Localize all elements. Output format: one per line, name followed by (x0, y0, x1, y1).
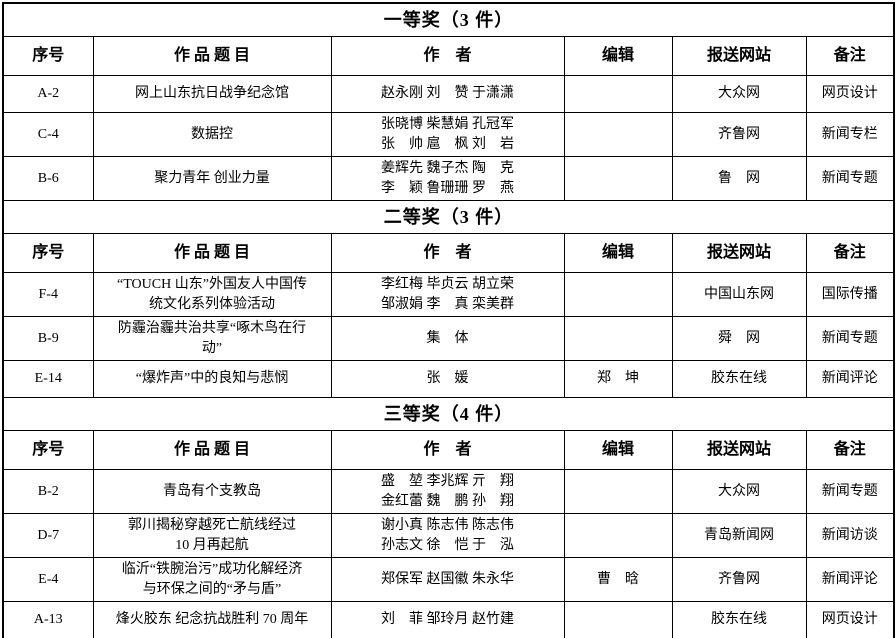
section-2-banner-row: 二等奖（3 件） (2, 200, 895, 234)
cell-site: 胶东在线 (671, 601, 807, 638)
col-header-editor: 编辑 (563, 36, 673, 76)
cell-title: 聚力青年 创业力量 (92, 156, 332, 201)
cell-id: B-2 (2, 469, 94, 514)
cell-title: 数据控 (92, 112, 332, 157)
col-header-note: 备注 (805, 233, 895, 273)
section-3-header-row: 序号 作 品 题 目 作 者 编辑 报送网站 备注 (2, 430, 895, 470)
cell-note: 国际传播 (805, 272, 895, 317)
table-row: A-13 烽火胶东 纪念抗战胜利 70 周年 刘 菲 邹玲月 赵竹建 胶东在线 … (2, 601, 895, 638)
cell-title: 防霾治霾共治共享“啄木鸟在行 动” (92, 316, 332, 361)
table-row: B-2 青岛有个支教岛 盛 堃 李兆辉 亓 翔 金红蕾 魏 鹏 孙 翔 大众网 … (2, 469, 895, 514)
cell-title: “TOUCH 山东”外国友人中国传 统文化系列体验活动 (92, 272, 332, 317)
cell-editor (563, 316, 673, 361)
section-1-header-row: 序号 作 品 题 目 作 者 编辑 报送网站 备注 (2, 36, 895, 76)
cell-id: E-14 (2, 360, 94, 398)
table-row: F-4 “TOUCH 山东”外国友人中国传 统文化系列体验活动 李红梅 毕贞云 … (2, 272, 895, 317)
col-header-id: 序号 (2, 430, 94, 470)
cell-site: 青岛新闻网 (671, 513, 807, 558)
col-header-note: 备注 (805, 36, 895, 76)
cell-title: 烽火胶东 纪念抗战胜利 70 周年 (92, 601, 332, 638)
section-3-banner-row: 三等奖（4 件） (2, 397, 895, 431)
cell-site: 齐鲁网 (671, 112, 807, 157)
cell-id: E-4 (2, 557, 94, 602)
col-header-authors: 作 者 (330, 36, 565, 76)
cell-authors: 赵永刚 刘 赞 于潇潇 (330, 75, 565, 113)
cell-editor (563, 156, 673, 201)
cell-note: 新闻专题 (805, 316, 895, 361)
section-2-header-row: 序号 作 品 题 目 作 者 编辑 报送网站 备注 (2, 233, 895, 273)
cell-note: 新闻专题 (805, 156, 895, 201)
cell-editor (563, 272, 673, 317)
table-row: D-7 郭川揭秘穿越死亡航线经过 10 月再起航 谢小真 陈志伟 陈志伟 孙志文… (2, 513, 895, 558)
cell-title: 临沂“铁腕治污”成功化解经济 与环保之间的“矛与盾” (92, 557, 332, 602)
col-header-title: 作 品 题 目 (92, 36, 332, 76)
cell-title: 网上山东抗日战争纪念馆 (92, 75, 332, 113)
cell-editor (563, 469, 673, 514)
cell-editor (563, 112, 673, 157)
cell-authors: 姜辉先 魏子杰 陶 克 李 颖 鲁珊珊 罗 燕 (330, 156, 565, 201)
col-header-title: 作 品 题 目 (92, 233, 332, 273)
cell-editor (563, 513, 673, 558)
cell-site: 大众网 (671, 469, 807, 514)
col-header-site: 报送网站 (671, 233, 807, 273)
col-header-id: 序号 (2, 36, 94, 76)
cell-authors: 盛 堃 李兆辉 亓 翔 金红蕾 魏 鹏 孙 翔 (330, 469, 565, 514)
section-1-banner-row: 一等奖（3 件） (2, 2, 895, 37)
cell-note: 新闻专题 (805, 469, 895, 514)
col-header-authors: 作 者 (330, 233, 565, 273)
cell-authors: 张 媛 (330, 360, 565, 398)
cell-note: 新闻专栏 (805, 112, 895, 157)
col-header-id: 序号 (2, 233, 94, 273)
cell-note: 网页设计 (805, 75, 895, 113)
cell-title: 青岛有个支教岛 (92, 469, 332, 514)
cell-site: 中国山东网 (671, 272, 807, 317)
col-header-editor: 编辑 (563, 430, 673, 470)
cell-id: D-7 (2, 513, 94, 558)
cell-editor: 郑 坤 (563, 360, 673, 398)
cell-authors: 集 体 (330, 316, 565, 361)
cell-authors: 郑保军 赵国徽 朱永华 (330, 557, 565, 602)
table-row: A-2 网上山东抗日战争纪念馆 赵永刚 刘 赞 于潇潇 大众网 网页设计 (2, 75, 895, 113)
cell-title: 郭川揭秘穿越死亡航线经过 10 月再起航 (92, 513, 332, 558)
cell-authors: 李红梅 毕贞云 胡立荣 邹淑娟 李 真 栾美群 (330, 272, 565, 317)
cell-id: B-6 (2, 156, 94, 201)
cell-id: C-4 (2, 112, 94, 157)
col-header-authors: 作 者 (330, 430, 565, 470)
table-row: E-14 “爆炸声”中的良知与悲悯 张 媛 郑 坤 胶东在线 新闻评论 (2, 360, 895, 398)
col-header-title: 作 品 题 目 (92, 430, 332, 470)
cell-note: 网页设计 (805, 601, 895, 638)
cell-id: F-4 (2, 272, 94, 317)
cell-site: 舜 网 (671, 316, 807, 361)
cell-site: 鲁 网 (671, 156, 807, 201)
col-header-note: 备注 (805, 430, 895, 470)
cell-editor: 曹 晗 (563, 557, 673, 602)
col-header-site: 报送网站 (671, 430, 807, 470)
cell-authors: 谢小真 陈志伟 陈志伟 孙志文 徐 恺 于 泓 (330, 513, 565, 558)
cell-site: 大众网 (671, 75, 807, 113)
cell-authors: 张晓博 柴慧娟 孔冠军 张 帅 扈 枫 刘 岩 (330, 112, 565, 157)
cell-title: “爆炸声”中的良知与悲悯 (92, 360, 332, 398)
cell-note: 新闻访谈 (805, 513, 895, 558)
cell-editor (563, 75, 673, 113)
cell-id: B-9 (2, 316, 94, 361)
cell-note: 新闻评论 (805, 557, 895, 602)
cell-editor (563, 601, 673, 638)
cell-note: 新闻评论 (805, 360, 895, 398)
section-1-banner: 一等奖（3 件） (2, 2, 895, 37)
col-header-editor: 编辑 (563, 233, 673, 273)
table-row: E-4 临沂“铁腕治污”成功化解经济 与环保之间的“矛与盾” 郑保军 赵国徽 朱… (2, 557, 895, 602)
table-row: C-4 数据控 张晓博 柴慧娟 孔冠军 张 帅 扈 枫 刘 岩 齐鲁网 新闻专栏 (2, 112, 895, 157)
table-row: B-6 聚力青年 创业力量 姜辉先 魏子杰 陶 克 李 颖 鲁珊珊 罗 燕 鲁 … (2, 156, 895, 201)
table-row: B-9 防霾治霾共治共享“啄木鸟在行 动” 集 体 舜 网 新闻专题 (2, 316, 895, 361)
cell-site: 齐鲁网 (671, 557, 807, 602)
cell-site: 胶东在线 (671, 360, 807, 398)
section-3-banner: 三等奖（4 件） (2, 397, 895, 431)
cell-id: A-13 (2, 601, 94, 638)
cell-authors: 刘 菲 邹玲月 赵竹建 (330, 601, 565, 638)
cell-id: A-2 (2, 75, 94, 113)
col-header-site: 报送网站 (671, 36, 807, 76)
section-2-banner: 二等奖（3 件） (2, 200, 895, 234)
